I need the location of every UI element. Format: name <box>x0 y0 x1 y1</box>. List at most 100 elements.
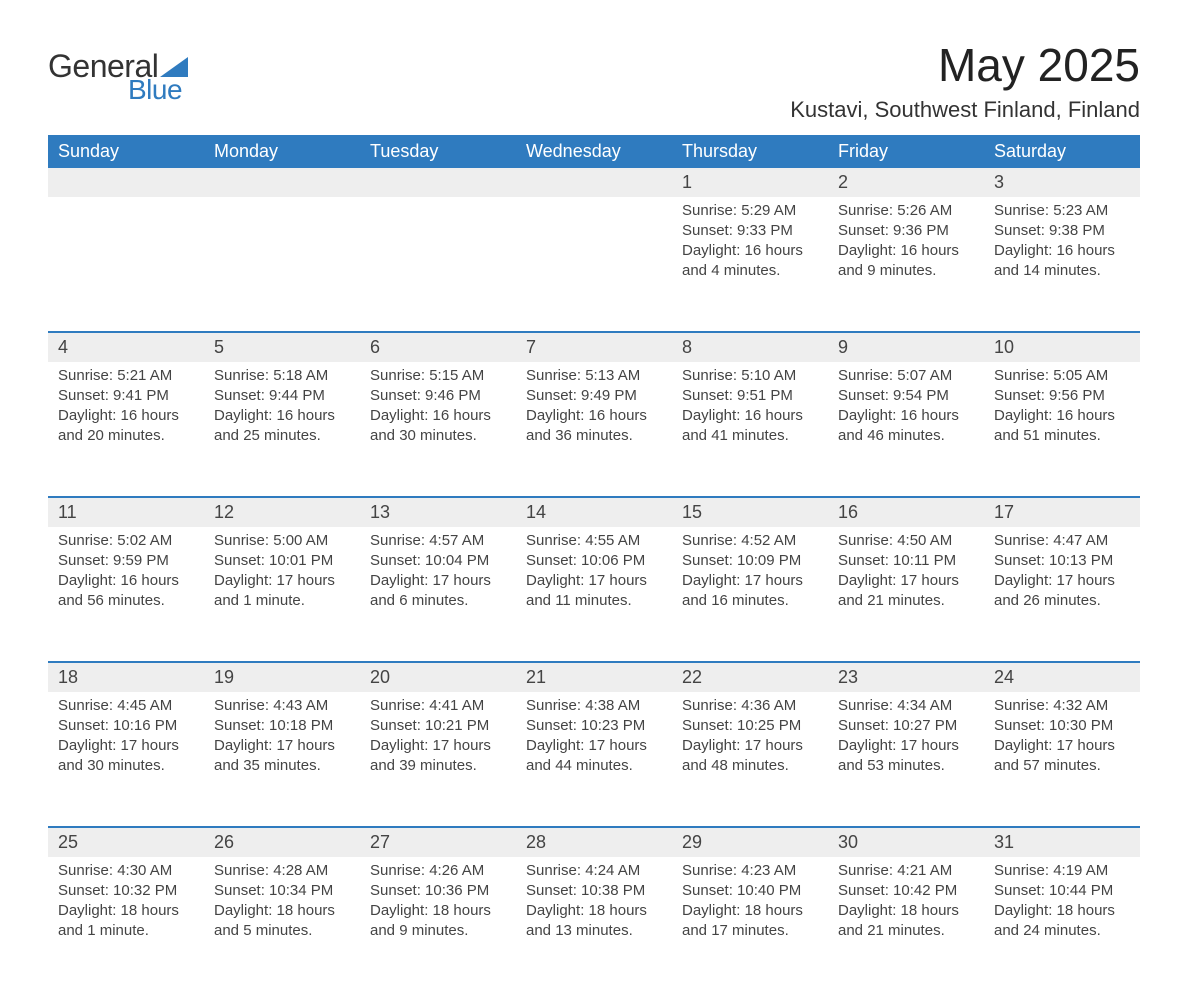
sunrise-text: Sunrise: 5:02 AM <box>58 531 194 551</box>
day-number-cell: 9 <box>828 332 984 362</box>
day-number-cell: 25 <box>48 827 204 857</box>
sunset-text: Sunset: 10:23 PM <box>526 716 662 736</box>
sunset-text: Sunset: 9:44 PM <box>214 386 350 406</box>
day-number: 4 <box>58 337 68 357</box>
sunset-text: Sunset: 10:18 PM <box>214 716 350 736</box>
day-number: 26 <box>214 832 234 852</box>
day-content: Sunrise: 4:45 AMSunset: 10:16 PMDaylight… <box>48 692 204 787</box>
day-number-cell: 20 <box>360 662 516 692</box>
day-number-cell <box>360 168 516 197</box>
day-number: 30 <box>838 832 858 852</box>
day-number-cell: 8 <box>672 332 828 362</box>
sunset-text: Sunset: 10:01 PM <box>214 551 350 571</box>
sunrise-text: Sunrise: 5:29 AM <box>682 201 818 221</box>
sunset-text: Sunset: 10:30 PM <box>994 716 1130 736</box>
weekday-header: Saturday <box>984 135 1140 168</box>
day-number-cell: 30 <box>828 827 984 857</box>
daylight-text: Daylight: 16 hours and 9 minutes. <box>838 241 974 282</box>
day-number: 5 <box>214 337 224 357</box>
calendar-body: 123Sunrise: 5:29 AMSunset: 9:33 PMDaylig… <box>48 168 1140 991</box>
month-title: May 2025 <box>790 40 1140 91</box>
sunset-text: Sunset: 9:54 PM <box>838 386 974 406</box>
sunset-text: Sunset: 9:49 PM <box>526 386 662 406</box>
day-content: Sunrise: 4:55 AMSunset: 10:06 PMDaylight… <box>516 527 672 622</box>
daylight-text: Daylight: 17 hours and 1 minute. <box>214 571 350 612</box>
day-content: Sunrise: 5:10 AMSunset: 9:51 PMDaylight:… <box>672 362 828 457</box>
sunrise-text: Sunrise: 5:23 AM <box>994 201 1130 221</box>
sunset-text: Sunset: 9:56 PM <box>994 386 1130 406</box>
daylight-text: Daylight: 17 hours and 21 minutes. <box>838 571 974 612</box>
title-block: May 2025 Kustavi, Southwest Finland, Fin… <box>790 40 1140 123</box>
sunset-text: Sunset: 10:09 PM <box>682 551 818 571</box>
day-number: 3 <box>994 172 1004 192</box>
sunset-text: Sunset: 10:21 PM <box>370 716 506 736</box>
day-content-cell: Sunrise: 5:18 AMSunset: 9:44 PMDaylight:… <box>204 362 360 497</box>
day-content: Sunrise: 4:21 AMSunset: 10:42 PMDaylight… <box>828 857 984 952</box>
sunrise-text: Sunrise: 4:50 AM <box>838 531 974 551</box>
sunrise-text: Sunrise: 4:26 AM <box>370 861 506 881</box>
sunrise-text: Sunrise: 5:00 AM <box>214 531 350 551</box>
daylight-text: Daylight: 16 hours and 41 minutes. <box>682 406 818 447</box>
daylight-text: Daylight: 17 hours and 44 minutes. <box>526 736 662 777</box>
daylight-text: Daylight: 17 hours and 53 minutes. <box>838 736 974 777</box>
day-content: Sunrise: 5:18 AMSunset: 9:44 PMDaylight:… <box>204 362 360 457</box>
daylight-text: Daylight: 17 hours and 39 minutes. <box>370 736 506 777</box>
day-content: Sunrise: 4:24 AMSunset: 10:38 PMDaylight… <box>516 857 672 952</box>
day-content-cell: Sunrise: 4:50 AMSunset: 10:11 PMDaylight… <box>828 527 984 662</box>
day-number: 17 <box>994 502 1014 522</box>
sunset-text: Sunset: 9:41 PM <box>58 386 194 406</box>
day-number: 29 <box>682 832 702 852</box>
sunrise-text: Sunrise: 4:57 AM <box>370 531 506 551</box>
day-content: Sunrise: 4:41 AMSunset: 10:21 PMDaylight… <box>360 692 516 787</box>
day-content-cell: Sunrise: 5:29 AMSunset: 9:33 PMDaylight:… <box>672 197 828 332</box>
daylight-text: Daylight: 16 hours and 36 minutes. <box>526 406 662 447</box>
sunset-text: Sunset: 10:42 PM <box>838 881 974 901</box>
day-number-cell <box>516 168 672 197</box>
sunset-text: Sunset: 10:36 PM <box>370 881 506 901</box>
day-number: 11 <box>58 502 77 522</box>
sunrise-text: Sunrise: 4:55 AM <box>526 531 662 551</box>
daylight-text: Daylight: 17 hours and 26 minutes. <box>994 571 1130 612</box>
day-content: Sunrise: 4:38 AMSunset: 10:23 PMDaylight… <box>516 692 672 787</box>
day-number-cell: 15 <box>672 497 828 527</box>
day-number: 14 <box>526 502 546 522</box>
day-content-cell: Sunrise: 4:52 AMSunset: 10:09 PMDaylight… <box>672 527 828 662</box>
day-number: 21 <box>526 667 546 687</box>
day-number: 1 <box>682 172 692 192</box>
day-number-row: 18192021222324 <box>48 662 1140 692</box>
day-number: 12 <box>214 502 234 522</box>
daylight-text: Daylight: 18 hours and 13 minutes. <box>526 901 662 942</box>
day-content-cell: Sunrise: 4:26 AMSunset: 10:36 PMDaylight… <box>360 857 516 991</box>
day-number-row: 1 23 <box>48 168 1140 197</box>
day-number-cell: 27 <box>360 827 516 857</box>
sunrise-text: Sunrise: 5:26 AM <box>838 201 974 221</box>
day-content-cell: Sunrise: 4:23 AMSunset: 10:40 PMDaylight… <box>672 857 828 991</box>
day-content: Sunrise: 4:28 AMSunset: 10:34 PMDaylight… <box>204 857 360 952</box>
day-content-cell: Sunrise: 4:55 AMSunset: 10:06 PMDaylight… <box>516 527 672 662</box>
day-content: Sunrise: 5:05 AMSunset: 9:56 PMDaylight:… <box>984 362 1140 457</box>
day-content-row: Sunrise: 4:45 AMSunset: 10:16 PMDaylight… <box>48 692 1140 827</box>
sunset-text: Sunset: 9:36 PM <box>838 221 974 241</box>
daylight-text: Daylight: 17 hours and 48 minutes. <box>682 736 818 777</box>
daylight-text: Daylight: 17 hours and 11 minutes. <box>526 571 662 612</box>
page-header: General Blue May 2025 Kustavi, Southwest… <box>48 40 1140 123</box>
day-number-cell: 6 <box>360 332 516 362</box>
daylight-text: Daylight: 16 hours and 25 minutes. <box>214 406 350 447</box>
sunset-text: Sunset: 10:06 PM <box>526 551 662 571</box>
day-number: 10 <box>994 337 1014 357</box>
day-number-cell: 21 <box>516 662 672 692</box>
sunrise-text: Sunrise: 4:45 AM <box>58 696 194 716</box>
day-number-cell: 4 <box>48 332 204 362</box>
day-content: Sunrise: 5:29 AMSunset: 9:33 PMDaylight:… <box>672 197 828 292</box>
day-content: Sunrise: 5:26 AMSunset: 9:36 PMDaylight:… <box>828 197 984 292</box>
calendar-page: General Blue May 2025 Kustavi, Southwest… <box>0 0 1188 918</box>
daylight-text: Daylight: 18 hours and 24 minutes. <box>994 901 1130 942</box>
day-number-cell: 10 <box>984 332 1140 362</box>
weekday-header: Tuesday <box>360 135 516 168</box>
calendar-table: Sunday Monday Tuesday Wednesday Thursday… <box>48 135 1140 991</box>
day-content: Sunrise: 5:00 AMSunset: 10:01 PMDaylight… <box>204 527 360 622</box>
day-number: 31 <box>994 832 1014 852</box>
day-content: Sunrise: 4:52 AMSunset: 10:09 PMDaylight… <box>672 527 828 622</box>
day-number-cell: 2 <box>828 168 984 197</box>
day-content-cell: Sunrise: 4:57 AMSunset: 10:04 PMDaylight… <box>360 527 516 662</box>
